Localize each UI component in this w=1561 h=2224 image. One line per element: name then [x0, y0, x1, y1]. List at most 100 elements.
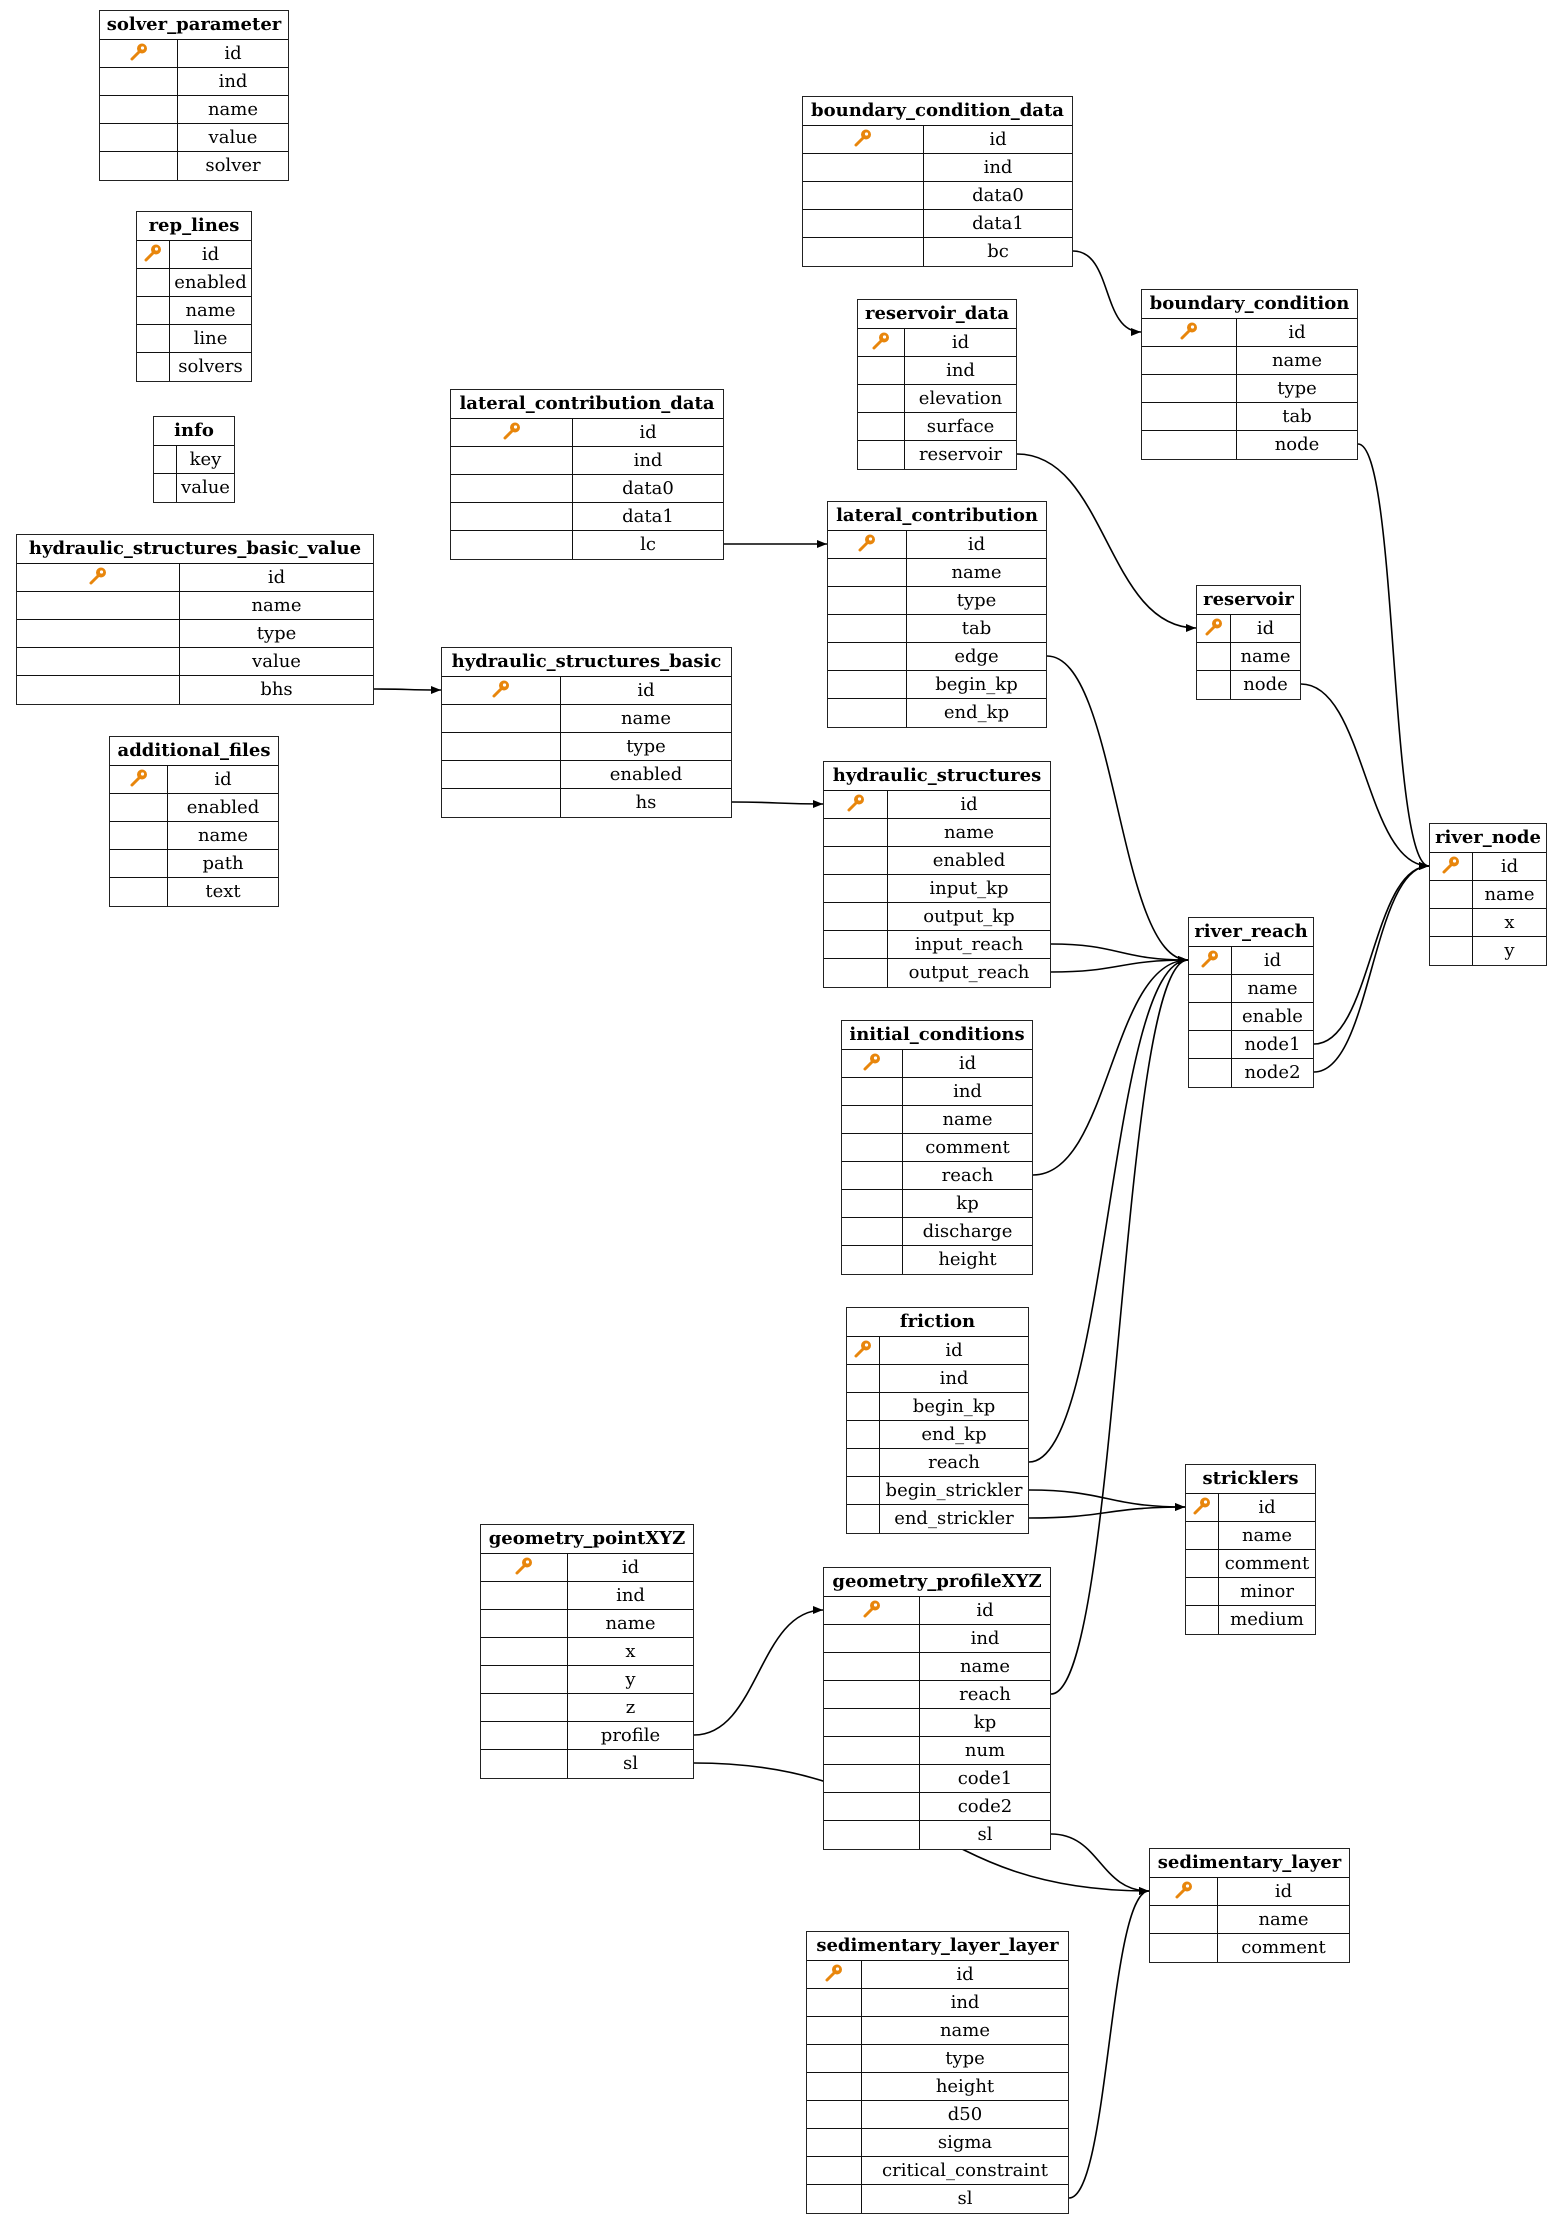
table-hydraulic-structures-basic[interactable]: hydraulic_structures_basic id name type enab…	[441, 647, 732, 818]
field-name: name	[951, 562, 1002, 583]
table-row: name	[842, 1106, 1032, 1134]
table-boundary-condition[interactable]: boundary_condition id name type tab node	[1141, 289, 1358, 460]
key-cell	[481, 1554, 568, 1581]
table-row: ind	[842, 1078, 1032, 1106]
key-cell	[858, 441, 905, 469]
table-initial-conditions[interactable]: initial_conditions id ind name comment reach k…	[841, 1020, 1033, 1275]
table-row: comment	[1150, 1934, 1349, 1962]
table-geometry-profileXYZ[interactable]: geometry_profileXYZ id ind name reach kp num co…	[823, 1567, 1051, 1850]
field-name: code1	[957, 1768, 1013, 1789]
key-cell	[807, 2073, 862, 2100]
relation-edge	[1016, 453, 1197, 632]
field-name: line	[193, 328, 228, 349]
key-icon	[129, 42, 149, 66]
field-name: id	[976, 1600, 994, 1621]
field-name: name	[959, 1656, 1011, 1677]
field-name: enable	[1242, 1006, 1303, 1027]
field-name: bhs	[260, 679, 293, 700]
table-row: type	[17, 620, 373, 648]
key-cell	[824, 1681, 920, 1708]
table-row: output_reach	[824, 959, 1050, 987]
field-name: sl	[977, 1824, 993, 1845]
table-row: sl	[481, 1750, 693, 1778]
table-river-reach[interactable]: river_reach id name enable node1 node2	[1188, 917, 1314, 1088]
key-cell	[1197, 671, 1231, 699]
table-row: name	[1197, 643, 1300, 671]
table-row: name	[824, 1653, 1050, 1681]
table-row: height	[807, 2073, 1068, 2101]
table-row: y	[1430, 937, 1546, 965]
table-sedimentary-layer-layer[interactable]: sedimentary_layer_layer id ind name type heig…	[806, 1931, 1069, 2214]
key-cell	[847, 1421, 880, 1448]
field-name: end_kp	[921, 1424, 987, 1445]
table-row: id	[1142, 319, 1357, 347]
field-name: ind	[946, 360, 975, 381]
table-solver-parameter[interactable]: solver_parameter id ind name value solver	[99, 10, 289, 181]
field-name: output_reach	[908, 962, 1030, 983]
field-name: type	[945, 2048, 985, 2069]
table-row: x	[1430, 909, 1546, 937]
key-cell	[803, 126, 924, 153]
table-row: tab	[828, 615, 1046, 643]
table-row: data0	[451, 475, 723, 503]
field-name: enabled	[186, 797, 260, 818]
field-name: name	[605, 1613, 656, 1634]
table-stricklers[interactable]: stricklers id name comment minor medium	[1185, 1464, 1316, 1635]
field-name: id	[639, 422, 657, 443]
field-name: name	[1484, 884, 1535, 905]
key-cell	[1186, 1578, 1219, 1605]
key-cell	[803, 182, 924, 209]
table-reservoir[interactable]: reservoir id name node	[1196, 585, 1301, 700]
key-cell	[451, 447, 573, 474]
relation-edge	[1050, 1833, 1150, 1895]
table-hydraulic-structures[interactable]: hydraulic_structures id name enabled input_k…	[823, 761, 1051, 988]
table-reservoir-data[interactable]: reservoir_data id ind elevation surface reser…	[857, 299, 1017, 470]
key-cell	[803, 154, 924, 181]
table-sedimentary-layer[interactable]: sedimentary_layer id name comment	[1149, 1848, 1350, 1963]
field-name: solver	[205, 155, 261, 176]
table-row: id	[842, 1050, 1032, 1078]
key-cell	[451, 419, 573, 446]
table-lateral-contribution[interactable]: lateral_contribution id name type tab edge beg…	[827, 501, 1047, 728]
key-cell	[803, 210, 924, 237]
table-title: additional_files	[110, 737, 278, 766]
table-river-node[interactable]: river_node id name x y	[1429, 823, 1547, 966]
table-title: hydraulic_structures_basic	[442, 648, 731, 677]
field-name: id	[1258, 1497, 1276, 1518]
field-name: name	[197, 825, 249, 846]
field-name: name	[1241, 1525, 1293, 1546]
key-cell	[154, 446, 177, 473]
table-boundary-condition-data[interactable]: boundary_condition_data id ind data0 data1 bc	[802, 96, 1073, 267]
table-row: id	[1197, 615, 1300, 643]
table-info[interactable]: info key value	[153, 416, 235, 503]
table-rep-lines[interactable]: rep_lines id enabled name line solvers	[136, 211, 252, 382]
table-row: ind	[807, 1989, 1068, 2017]
key-cell	[1189, 1031, 1232, 1058]
key-icon	[502, 421, 522, 445]
key-cell	[842, 1078, 903, 1105]
table-title: lateral_contribution_data	[451, 390, 723, 419]
table-hydraulic-structures-basic-value[interactable]: hydraulic_structures_basic_value id name ty…	[16, 534, 374, 705]
table-row: type	[828, 587, 1046, 615]
field-name: name	[207, 99, 259, 120]
key-cell	[1150, 1878, 1218, 1905]
table-geometry-pointXYZ[interactable]: geometry_pointXYZ id ind name x y z profile sl	[480, 1524, 694, 1779]
field-name: id	[1256, 618, 1275, 639]
table-row: id	[1189, 947, 1313, 975]
key-cell	[137, 353, 170, 381]
table-row: id	[828, 531, 1046, 559]
table-lateral-contribution-data[interactable]: lateral_contribution_data id ind data0 data1…	[450, 389, 724, 560]
key-cell	[842, 1190, 903, 1217]
table-additional-files[interactable]: additional_files id enabled name path text	[109, 736, 279, 907]
table-row: name	[137, 297, 251, 325]
relation-edge	[693, 1606, 824, 1736]
key-cell	[442, 789, 561, 817]
table-title: river_node	[1430, 824, 1546, 853]
table-friction[interactable]: friction id ind begin_kp end_kp reach begin_st…	[846, 1307, 1029, 1534]
table-row: bc	[803, 238, 1072, 266]
key-icon	[862, 1052, 882, 1076]
table-row: node1	[1189, 1031, 1313, 1059]
field-name: sigma	[937, 2132, 993, 2153]
field-name: id	[214, 769, 232, 790]
table-title: hydraulic_structures_basic_value	[17, 535, 373, 564]
